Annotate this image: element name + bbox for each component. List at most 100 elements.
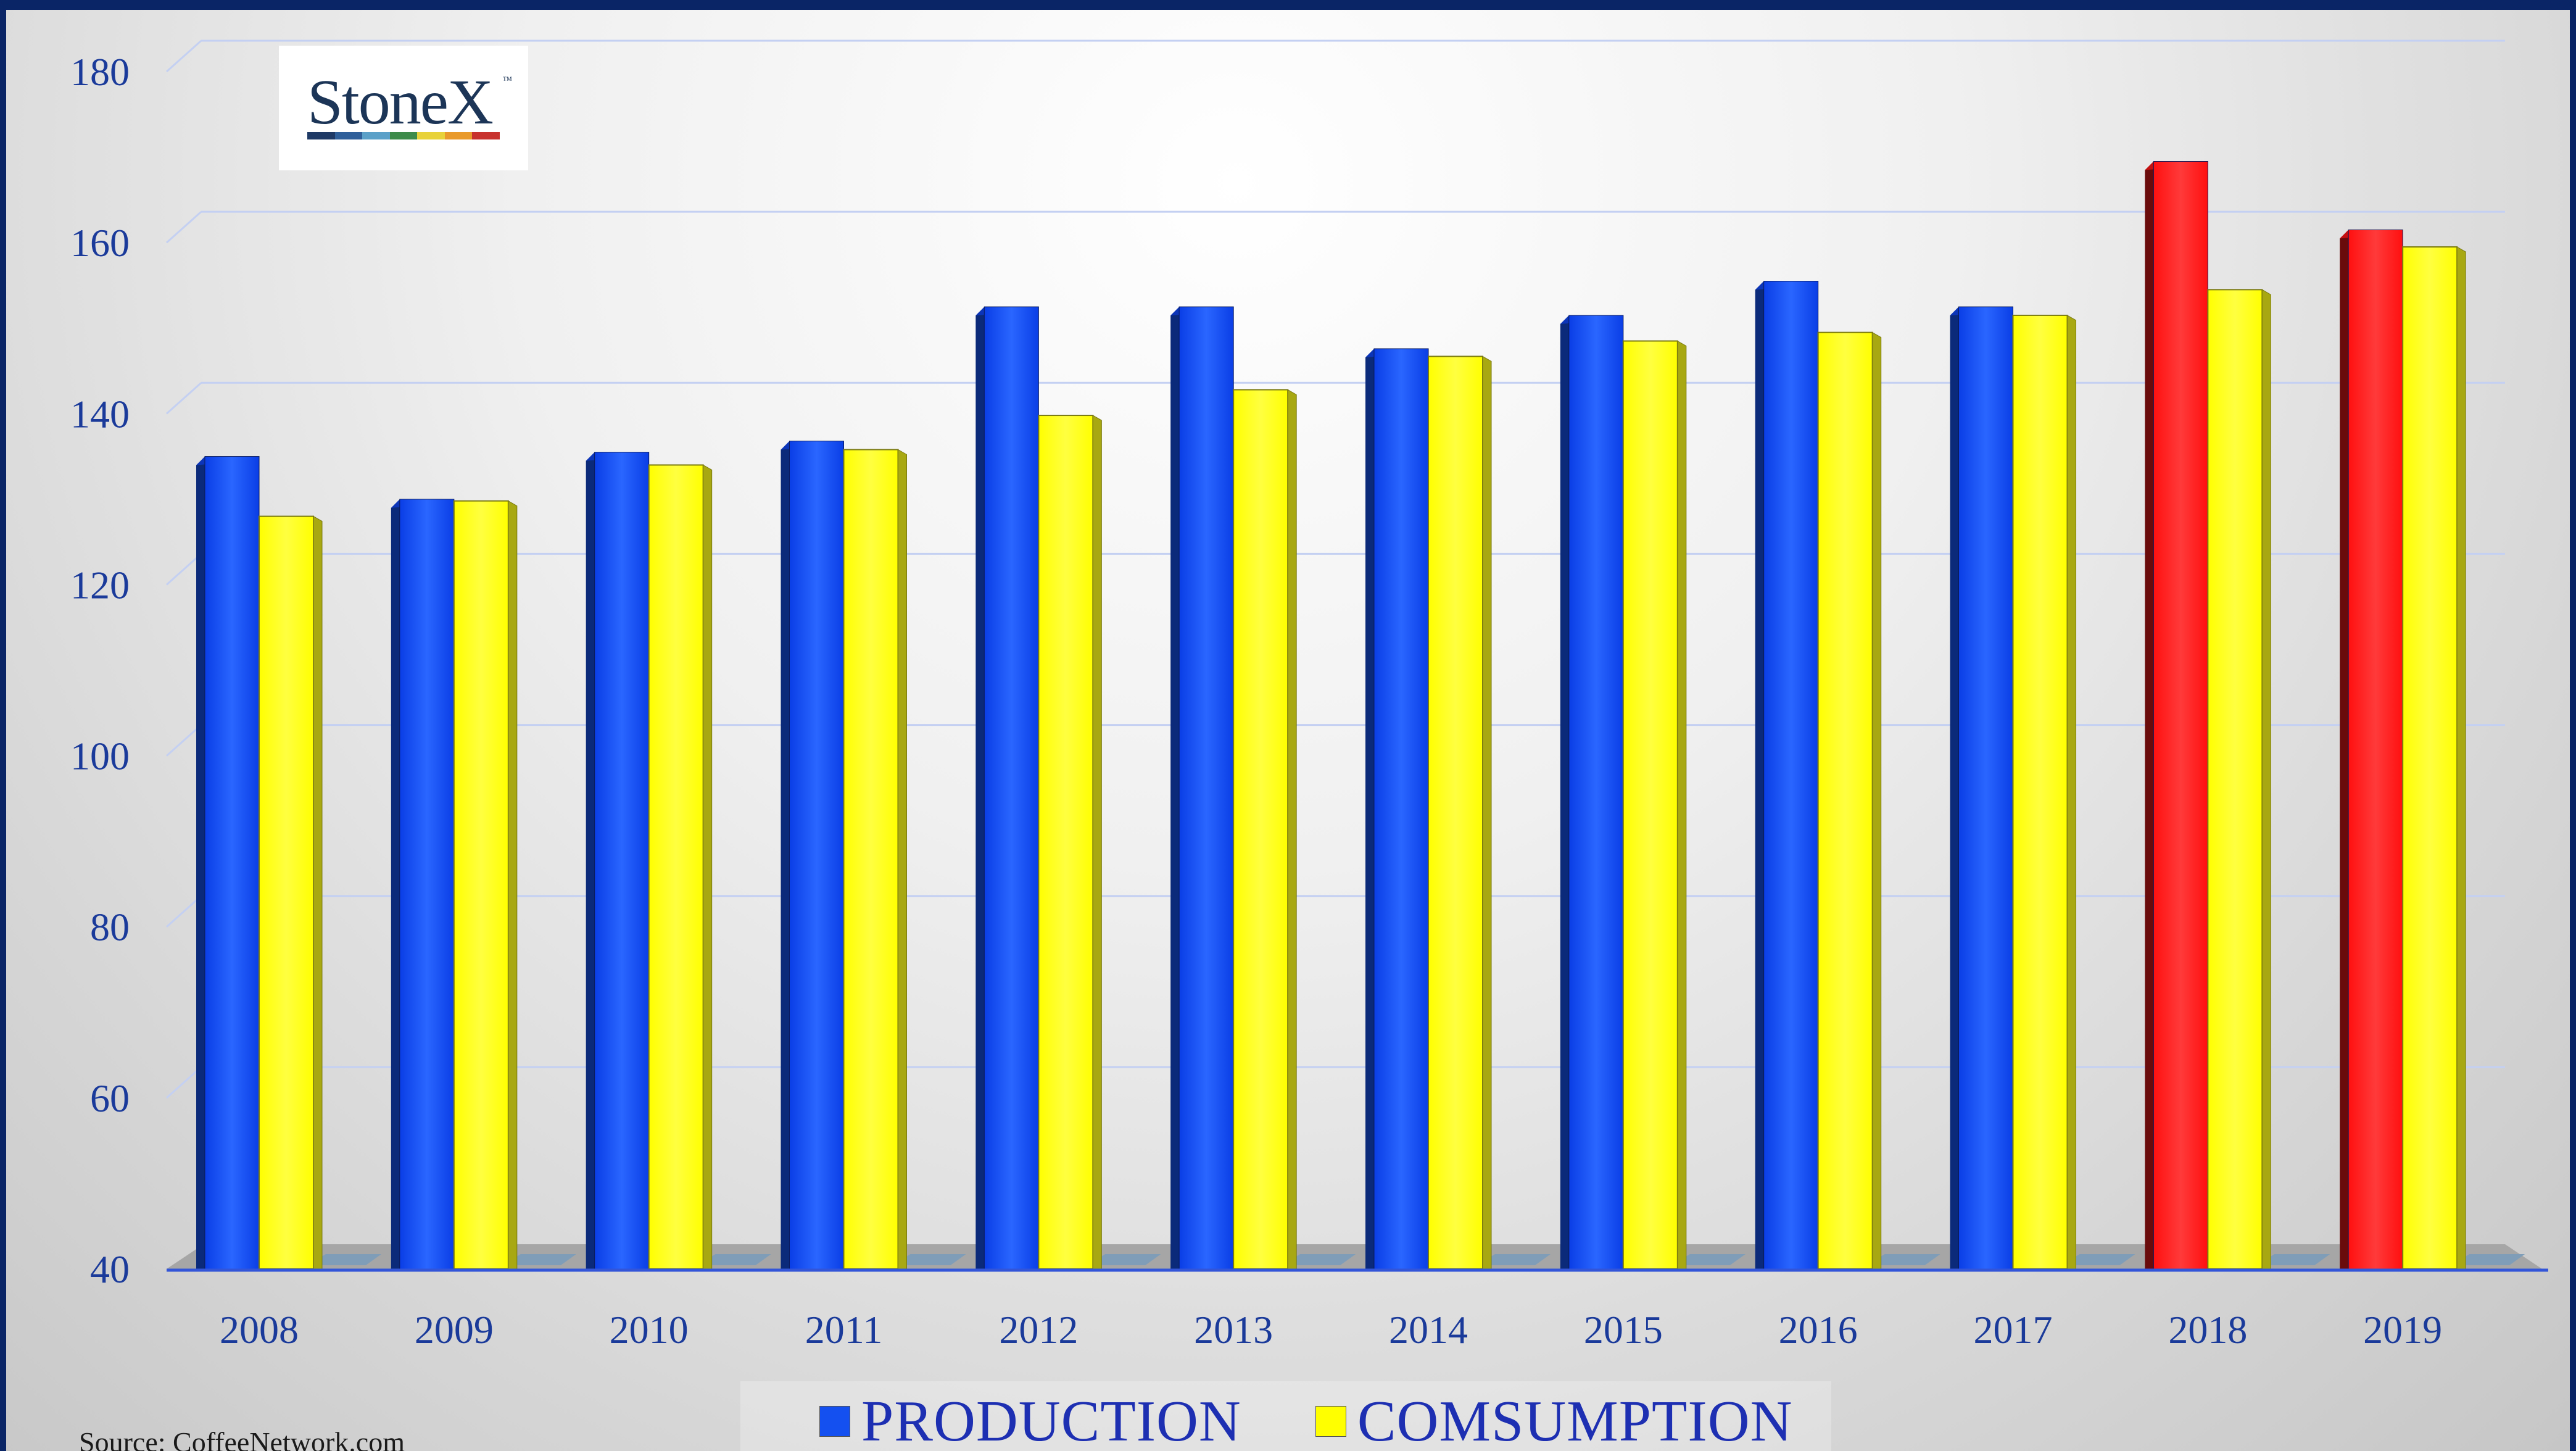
bar-consumption-side [898,449,907,1270]
gridline-side [166,553,202,586]
logo-color-stripe [307,132,500,139]
bar-consumption-side [2067,315,2076,1270]
x-tick-label: 2009 [415,1308,494,1352]
bar-consumption [1622,340,1678,1270]
x-tick-label: 2015 [1584,1308,1663,1352]
bar-production-side [1365,352,1374,1269]
bar-consumption [2402,246,2458,1270]
bar-production [2348,229,2403,1270]
bar-consumption [1233,389,1289,1270]
gridline-side [166,724,202,757]
bar-consumption [648,464,704,1270]
bar-production [594,452,650,1270]
logo-stripe-segment [389,132,418,139]
bar-consumption [259,515,314,1270]
x-tick-label: 2012 [999,1308,1078,1352]
bar-production-side [781,444,790,1269]
bar-production-side [1950,310,1959,1270]
bar-chart: 40 60 80 100 120 140 160 180 2008 2009 2010 2011 201… [70,39,2548,1352]
x-tick-label: 2019 [2363,1308,2442,1352]
bar-consumption-side [1482,355,1492,1270]
legend-label-consumption: COMSUMPTION [1357,1389,1793,1451]
source-note: Source: CoffeeNetwork.com [79,1426,405,1451]
x-tick-label: 2018 [2168,1308,2247,1352]
bar-consumption-side [1677,340,1687,1270]
bar-consumption-side [2456,246,2466,1270]
floor-shadow [1476,1254,1551,1265]
x-tick-label: 2013 [1194,1308,1273,1352]
gridline-side [166,211,202,244]
x-tick-label: 2017 [1974,1308,2053,1352]
bar-consumption-side [1872,331,1882,1270]
floor-shadow [1087,1254,1161,1265]
bar-production-side [1755,285,1764,1269]
bar-production [1958,306,2013,1270]
bar-consumption-side [313,515,323,1270]
y-tick-label: 100 [70,734,130,778]
bar-production [2153,161,2208,1270]
logo-text: StoneX [307,67,494,138]
gridline-side [166,895,202,928]
x-tick-label: 2010 [610,1308,689,1352]
bar-production-side [975,310,985,1270]
bar-production [399,499,455,1270]
bar-production-side [1560,318,1569,1269]
floor-shadow [502,1254,576,1265]
bar-production [1568,315,1624,1270]
floor-shadow [2061,1254,2135,1265]
floor-shadow [697,1254,771,1265]
floor-shadow [1671,1254,1746,1265]
chart-floor [167,1244,2542,1269]
x-tick-label: 2011 [805,1308,883,1352]
logo-stripe-segment [307,132,335,139]
bar-consumption-side [2261,289,2271,1270]
logo-stripe-segment [334,132,363,139]
bar-production-side [586,455,595,1270]
logo-stripe-segment [362,132,390,139]
y-tick-label: 80 [90,905,130,949]
bar-consumption-side [508,500,518,1270]
legend-item-consumption: COMSUMPTION [1315,1388,1793,1451]
y-tick-label: 160 [70,221,130,265]
legend-swatch-consumption [1315,1405,1346,1437]
bar-production-side [391,502,400,1269]
bar-consumption [1428,355,1483,1270]
x-tick-label: 2014 [1389,1308,1468,1352]
y-tick-label: 40 [90,1247,130,1291]
bar-consumption-side [703,464,713,1270]
bar-consumption-side [1287,389,1297,1270]
bar-consumption [1817,331,1873,1270]
chart-legend: PRODUCTION COMSUMPTION [740,1381,1831,1451]
bar-production [789,441,844,1270]
logo-stripe-segment [472,132,500,139]
y-tick-label: 180 [70,50,130,94]
floor-shadow [2451,1254,2525,1265]
bar-consumption [2012,314,2068,1270]
y-tick-label: 140 [70,392,130,436]
legend-swatch-production [819,1405,850,1437]
bar-production [1178,306,1234,1270]
y-tick-label: 120 [70,563,130,607]
floor-shadow [1282,1254,1356,1265]
logo-stripe-segment [444,132,473,139]
logo-trademark: ™ [502,75,512,86]
bar-production-side [196,460,205,1269]
bar-consumption [1038,415,1094,1270]
gridline-side [166,1066,202,1099]
bar-production-side [2145,165,2154,1269]
floor-shadow [2256,1254,2330,1265]
gridline-side [166,39,202,73]
x-tick-label: 2008 [220,1308,299,1352]
floor-shadow [892,1254,966,1265]
logo-stripe-segment [417,132,445,139]
bar-consumption-side [1092,415,1102,1270]
x-tick-label: 2016 [1779,1308,1858,1352]
bar-production-side [1170,310,1180,1270]
bar-production [1373,348,1429,1270]
y-tick-label: 60 [90,1076,130,1120]
legend-label-production: PRODUCTION [861,1389,1241,1451]
bar-consumption [2207,289,2263,1270]
stonex-logo: StoneX ™ [279,46,528,170]
bar-production [984,306,1039,1270]
